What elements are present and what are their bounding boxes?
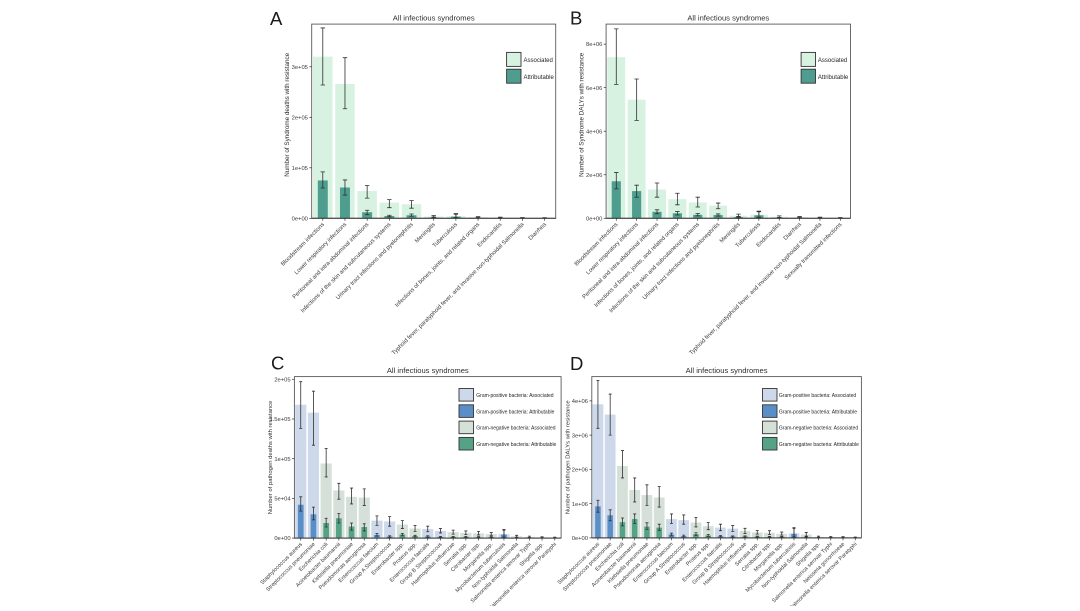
svg-text:0e+00: 0e+00: [274, 536, 290, 542]
svg-text:6e+06: 6e+06: [586, 86, 602, 92]
svg-text:All infectious syndromes: All infectious syndromes: [393, 14, 475, 23]
svg-text:2e+06: 2e+06: [586, 173, 602, 179]
svg-text:Gram-positive bacteria: Attrib: Gram-positive bacteria: Attributable: [476, 409, 554, 415]
svg-text:1.5e+05: 1.5e+05: [269, 417, 290, 423]
svg-text:Number of Syndrome deaths with: Number of Syndrome deaths with resistanc…: [284, 52, 291, 176]
svg-text:3e+06: 3e+06: [572, 433, 588, 439]
svg-text:Gram-negative bacteria: Attrib: Gram-negative bacteria: Attributable: [779, 442, 859, 448]
svg-text:0e+00: 0e+00: [292, 216, 308, 222]
svg-text:A: A: [270, 8, 283, 29]
svg-text:5e+04: 5e+04: [274, 497, 291, 503]
svg-text:0e+00: 0e+00: [572, 536, 588, 542]
svg-text:2e+05: 2e+05: [274, 377, 290, 383]
svg-text:Gram-negative bacteria: Associ: Gram-negative bacteria: Associated: [476, 426, 555, 432]
svg-text:2e+06: 2e+06: [572, 468, 588, 474]
svg-text:Number of pathogen DALYs with: Number of pathogen DALYs with resistance: [565, 400, 571, 515]
svg-text:Attributable: Attributable: [818, 75, 849, 81]
svg-text:All infectious syndromes: All infectious syndromes: [387, 366, 469, 375]
svg-text:All infectious syndromes: All infectious syndromes: [686, 366, 768, 375]
svg-text:Gram-negative bacteria: Associ: Gram-negative bacteria: Associated: [779, 426, 858, 432]
svg-text:Gram-positive bacteria: Associ: Gram-positive bacteria: Associated: [779, 393, 856, 399]
svg-text:3e+05: 3e+05: [292, 65, 308, 71]
svg-text:0e+00: 0e+00: [586, 216, 602, 222]
svg-text:B: B: [570, 8, 582, 29]
svg-text:4e+06: 4e+06: [586, 129, 602, 135]
svg-text:Associated: Associated: [524, 58, 553, 64]
svg-text:C: C: [271, 353, 284, 374]
svg-text:2e+05: 2e+05: [292, 115, 308, 121]
svg-text:All infectious syndromes: All infectious syndromes: [687, 14, 769, 23]
svg-text:4e+06: 4e+06: [572, 399, 588, 405]
svg-text:8e+06: 8e+06: [586, 42, 602, 48]
svg-text:Gram-positive bacteria: Associ: Gram-positive bacteria: Associated: [476, 393, 553, 399]
svg-text:1e+05: 1e+05: [292, 166, 308, 172]
svg-text:1e+05: 1e+05: [274, 457, 290, 463]
svg-text:Attributable: Attributable: [524, 75, 555, 81]
svg-text:Gram-negative bacteria: Attrib: Gram-negative bacteria: Attributable: [476, 442, 556, 448]
svg-text:D: D: [570, 353, 583, 374]
svg-text:Associated: Associated: [818, 58, 847, 64]
svg-text:1e+06: 1e+06: [572, 502, 588, 508]
svg-text:Number of Syndrome DALYs with: Number of Syndrome DALYs with resistance: [579, 52, 586, 177]
svg-text:Gram-positive bacteria: Attrib: Gram-positive bacteria: Attributable: [779, 409, 857, 415]
